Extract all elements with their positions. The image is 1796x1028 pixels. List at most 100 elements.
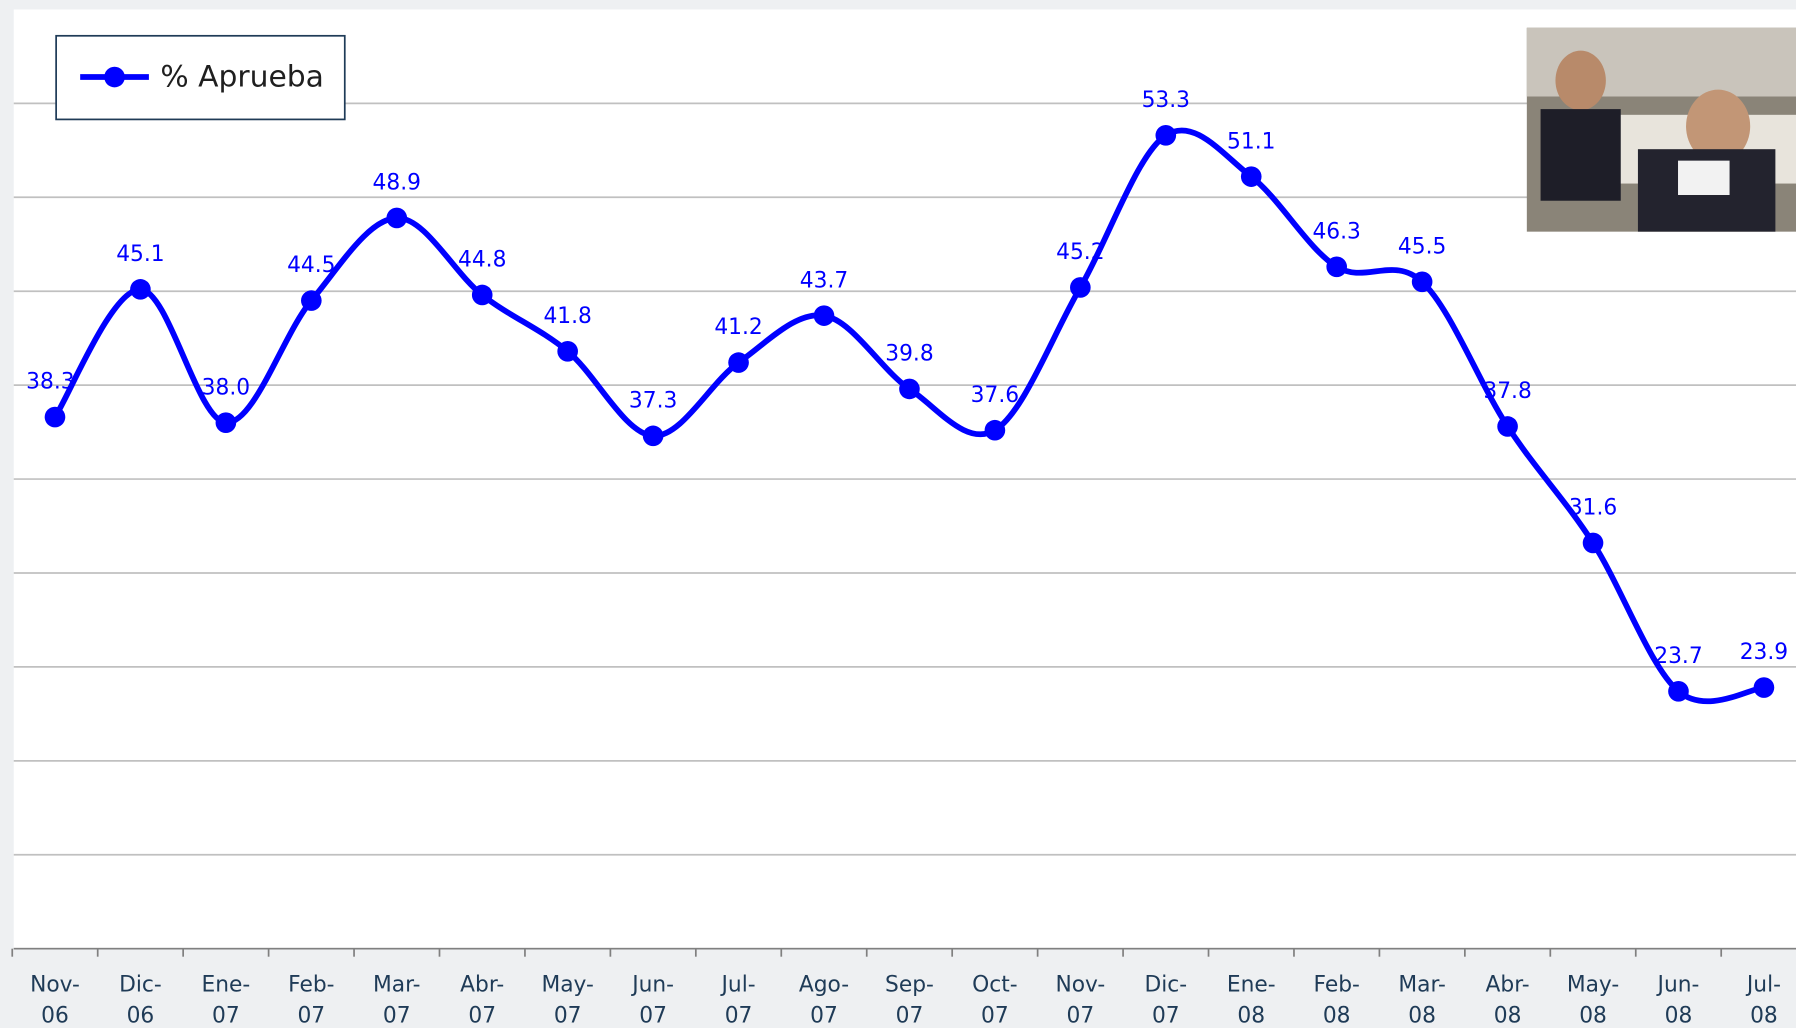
x-tick-label-line: 07 xyxy=(725,1003,753,1028)
x-tick-label: Nov- 07 xyxy=(1055,972,1105,1028)
x-tick-label-line: Jul- xyxy=(720,972,756,997)
x-tick-label-line: 07 xyxy=(896,1003,924,1028)
data-point xyxy=(813,305,835,326)
x-tick-label: Jun- 07 xyxy=(630,972,674,1028)
x-tick-label-line: 07 xyxy=(639,1003,667,1028)
data-label: 51.1 xyxy=(1227,129,1275,154)
x-tick-label: Abr- 08 xyxy=(1486,972,1530,1028)
x-tick-label-line: Jun- xyxy=(630,972,674,997)
x-tick-label: Feb- 07 xyxy=(288,972,334,1028)
data-label: 44.8 xyxy=(458,248,506,273)
data-point xyxy=(1155,124,1177,146)
legend: % Aprueba xyxy=(55,34,346,121)
data-label: 45.1 xyxy=(116,242,164,267)
x-tick-label-line: 07 xyxy=(212,1003,240,1028)
x-tick-label-line: Mar- xyxy=(1398,972,1446,997)
x-tick-label-line: 07 xyxy=(297,1003,325,1028)
data-label: 44.5 xyxy=(287,253,335,278)
x-tick-label: Sep- 07 xyxy=(885,972,934,1028)
data-point xyxy=(471,284,493,306)
x-tick-label-line: 08 xyxy=(1494,1003,1522,1028)
data-point xyxy=(642,425,664,447)
data-label: 39.8 xyxy=(885,342,933,367)
x-tick-label-line: Mar- xyxy=(373,972,421,997)
x-tick-label-line: Dic- xyxy=(119,972,162,997)
x-tick-label-line: 07 xyxy=(468,1003,496,1028)
x-tick-label: Mar- 08 xyxy=(1398,972,1446,1028)
x-tick-label-line: 08 xyxy=(1237,1003,1265,1028)
data-label: 43.7 xyxy=(800,268,848,293)
data-label: 37.8 xyxy=(1483,379,1531,404)
x-tick-label: Feb- 08 xyxy=(1314,972,1360,1028)
data-label: 23.7 xyxy=(1654,644,1702,669)
x-tick-label-line: Feb- xyxy=(1314,972,1360,997)
x-tick-label-line: Abr- xyxy=(1486,972,1530,997)
x-tick-label-line: 07 xyxy=(810,1003,838,1028)
data-point xyxy=(1668,681,1689,702)
data-point xyxy=(1753,677,1775,698)
x-tick-label: Mar- 07 xyxy=(373,972,421,1028)
x-tick-label-line: 08 xyxy=(1408,1003,1436,1028)
x-tick-label-line: 08 xyxy=(1750,1003,1778,1028)
data-label: 45.5 xyxy=(1398,234,1446,259)
data-point xyxy=(1070,277,1091,298)
data-point xyxy=(215,412,237,434)
x-tick-label: Ene- 08 xyxy=(1227,972,1276,1028)
x-tick-label-line: Abr- xyxy=(460,972,504,997)
data-point xyxy=(899,378,920,400)
x-tick-label: Ago- 07 xyxy=(799,972,849,1028)
x-tick-label-line: 08 xyxy=(1579,1003,1607,1028)
x-tick-label-line: Feb- xyxy=(288,972,334,997)
data-label: 38.0 xyxy=(202,375,250,400)
x-tick-label-line: 06 xyxy=(41,1003,69,1028)
x-tick-label-line: Oct- xyxy=(972,972,1017,997)
data-point xyxy=(1497,416,1518,437)
x-tick-label-line: 08 xyxy=(1323,1003,1351,1028)
x-tick-label-line: May- xyxy=(541,972,593,997)
legend-marker xyxy=(104,66,125,88)
x-tick-label: May- 08 xyxy=(1567,972,1619,1028)
x-tick-label: Nov- 06 xyxy=(30,972,80,1028)
data-point xyxy=(1326,256,1347,278)
x-tick-label: Ene- 07 xyxy=(201,972,250,1028)
data-label: 41.8 xyxy=(543,304,591,329)
x-tick-label-line: Nov- xyxy=(30,972,80,997)
x-tick-label-line: 07 xyxy=(554,1003,582,1028)
x-tick-label-line: May- xyxy=(1567,972,1619,997)
x-tick-label-line: 07 xyxy=(981,1003,1009,1028)
x-tick-label-line: Jun- xyxy=(1656,972,1700,997)
x-tick-label: Oct- 07 xyxy=(972,972,1017,1028)
data-point xyxy=(1411,271,1433,293)
data-label: 45.2 xyxy=(1056,240,1104,265)
data-point xyxy=(130,279,151,300)
data-label: 38.3 xyxy=(26,370,74,395)
data-label: 41.2 xyxy=(714,315,762,340)
x-tick-label-line: 06 xyxy=(127,1003,155,1028)
x-tick-label: Jul- 07 xyxy=(720,972,756,1028)
data-label: 46.3 xyxy=(1312,219,1360,244)
data-point xyxy=(557,341,578,362)
data-point xyxy=(728,352,749,373)
data-point xyxy=(301,290,322,311)
data-point xyxy=(1240,166,1262,187)
data-point xyxy=(44,406,66,428)
data-point xyxy=(1582,532,1604,554)
x-tick-label-line: Sep- xyxy=(885,972,934,997)
x-tick-label-line: Dic- xyxy=(1144,972,1187,997)
x-tick-label-line: 07 xyxy=(1067,1003,1095,1028)
x-tick-label-line: Nov- xyxy=(1055,972,1105,997)
x-tick-label: May- 07 xyxy=(541,972,593,1028)
x-tick-label-line: Jul- xyxy=(1745,972,1781,997)
x-tick-label: Abr- 07 xyxy=(460,972,504,1028)
x-tick-label-line: 07 xyxy=(1152,1003,1180,1028)
x-tick-label-line: Ene- xyxy=(201,972,250,997)
x-tick-label: Jun- 08 xyxy=(1656,972,1700,1028)
data-label: 31.6 xyxy=(1569,496,1617,521)
data-point xyxy=(386,207,408,229)
x-tick-label-line: 07 xyxy=(383,1003,411,1028)
data-label: 37.6 xyxy=(971,383,1019,408)
x-tick-label-line: Ene- xyxy=(1227,972,1276,997)
x-tick-label-line: Ago- xyxy=(799,972,849,997)
